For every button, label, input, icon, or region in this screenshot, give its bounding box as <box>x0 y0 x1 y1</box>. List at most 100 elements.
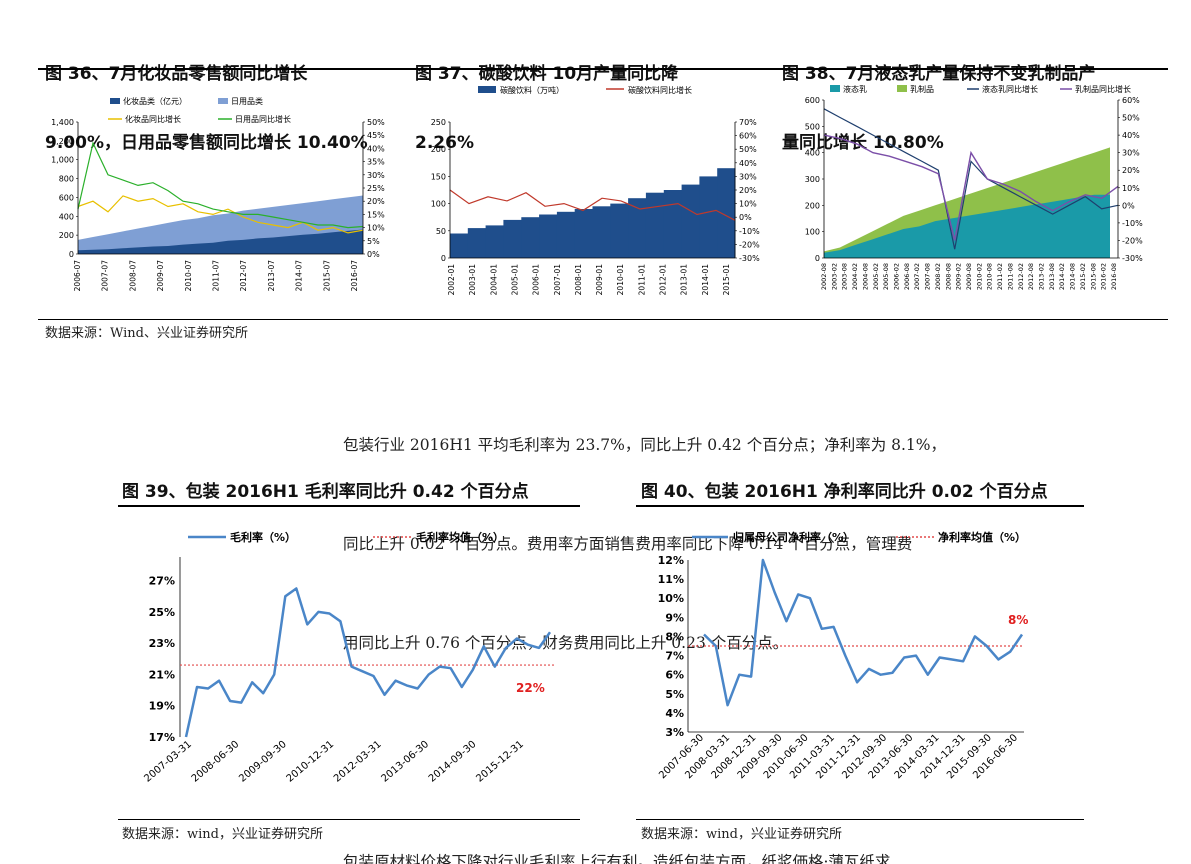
fig37-chart: 碳酸饮料（万吨） 碳酸饮料同比增长 0 50 100 150 200 250 -30% -20% -… <box>431 85 760 296</box>
fig37-bar-10 <box>628 198 647 258</box>
fig38-x-tick-27: 2016-02 <box>1100 263 1108 290</box>
fig39-y-tick-1: 19% <box>149 700 175 713</box>
fig38-right-tick-1: -20% <box>1122 236 1143 245</box>
fig40-legend-label-1: 净利率均值（%） <box>938 530 1026 544</box>
fig37-bar-15 <box>717 168 736 258</box>
fig38-right-tick-2: -10% <box>1122 219 1143 228</box>
fig40-y-tick-1: 4% <box>665 707 684 720</box>
fig36-right-tick-9: 45% <box>367 131 385 140</box>
fig36-legend-label-0: 化妆品类（亿元） <box>123 96 187 106</box>
fig37-left-tick-1: 50 <box>436 227 446 236</box>
fig37-bar-9 <box>610 203 629 258</box>
top-source-rule <box>38 319 1168 320</box>
fig36-x-tick-10: 2016-07 <box>350 260 359 292</box>
fig37-bar-5 <box>539 214 558 258</box>
fig36-right-tick-0: 0% <box>367 250 380 259</box>
fig37-bar-11 <box>645 192 665 258</box>
fig36-line-daily-growth <box>77 141 364 229</box>
fig36-left-tick-4: 800 <box>59 175 74 184</box>
fig39-legend-label-0: 毛利率（%） <box>230 530 296 544</box>
fig37-x-tick-6: 2008-01 <box>574 264 583 296</box>
fig38-x-tick-13: 2009-02 <box>955 263 963 290</box>
fig38-x-tick-7: 2006-02 <box>893 263 901 290</box>
fig38-right-tick-9: 60% <box>1122 96 1140 105</box>
fig37-left-tick-0: 0 <box>441 254 446 263</box>
fig36-left-tick-3: 600 <box>59 193 74 202</box>
fig37-bar-8 <box>592 206 611 258</box>
fig37-x-tick-10: 2012-01 <box>659 264 668 296</box>
fig36-left-tick-2: 400 <box>59 212 74 221</box>
fig38-x-tick-10: 2007-08 <box>924 263 932 290</box>
fig37-right-tick-0: -30% <box>739 254 760 263</box>
fig37-bar-7 <box>574 209 593 258</box>
fig38-x-tick-19: 2012-02 <box>1017 263 1025 290</box>
paragraph-line-1: 包装行业 2016H1 平均毛利率为 23.7%，同比上升 0.42 个百分点；… <box>343 436 947 454</box>
fig37-x-tick-11: 2013-01 <box>680 264 689 296</box>
fig40-y-tick-6: 9% <box>665 611 684 624</box>
fig38-x-tick-14: 2009-08 <box>965 263 973 290</box>
fig38-x-tick-9: 2007-02 <box>913 263 921 290</box>
fig38-right-tick-6: 30% <box>1122 149 1140 158</box>
fig36-legend-label-1: 日用品类 <box>231 96 263 106</box>
fig38-right-tick-8: 50% <box>1122 114 1140 123</box>
fig40-y-tick-0: 3% <box>665 726 684 739</box>
fig39-x-tick-2: 2009-09-30 <box>237 739 289 785</box>
fig38-left-tick-4: 400 <box>805 149 820 158</box>
fig38-x-tick-11: 2008-02 <box>934 263 942 290</box>
fig38-x-tick-18: 2011-08 <box>1006 263 1014 290</box>
fig37-x-tick-7: 2009-01 <box>595 264 604 296</box>
fig39-chart: 毛利率（%） 毛利率均值（%） 17% 19% 21% 23% 25% 27% 22% 2007-… <box>142 530 554 785</box>
fig36-right-tick-8: 40% <box>367 144 385 153</box>
fig36-legend-swatch-1 <box>218 98 228 104</box>
fig37-x-tick-3: 2005-01 <box>510 264 519 296</box>
fig37-title-line2: 2.26% <box>415 133 474 153</box>
fig40-y-tick-5: 8% <box>665 630 684 643</box>
fig36-x-tick-6: 2012-07 <box>239 260 248 292</box>
fig36-title-line2: 9.00%，日用品零售额同比增长 10.40% <box>45 133 368 153</box>
fig38-title-line2: 量同比增长 10.80% <box>782 133 944 153</box>
fig36-right-tick-6: 30% <box>367 171 385 180</box>
fig39-gross-margin-line <box>184 587 552 738</box>
fig40-source-rule <box>636 819 1084 820</box>
fig39-y-tick-5: 27% <box>149 575 175 588</box>
top-source: 数据来源：Wind、兴业证券研究所 <box>45 326 248 341</box>
fig39-x-tick-1: 2008-06-30 <box>190 739 242 785</box>
fig38-x-tick-3: 2004-02 <box>851 263 859 290</box>
fig38-x-tick-21: 2013-02 <box>1038 263 1046 290</box>
fig38-x-tick-8: 2006-08 <box>903 263 911 290</box>
fig36-left-tick-5: 1,000 <box>51 156 74 165</box>
fig36-x-tick-5: 2011-07 <box>212 260 221 292</box>
fig39-x-tick-5: 2013-06-30 <box>379 739 431 785</box>
fig38-x-tick-2: 2003-08 <box>841 263 849 290</box>
fig38-x-tick-4: 2004-08 <box>861 263 869 290</box>
fig37-bar-0 <box>450 233 469 258</box>
fig39-title-rule <box>118 505 580 507</box>
fig37-left-tick-5: 250 <box>431 118 446 127</box>
fig36-right-tick-4: 20% <box>367 197 385 206</box>
fig37-right-tick-4: 10% <box>739 200 757 209</box>
fig36-line-cosmetics-growth <box>77 195 364 234</box>
fig39-y-tick-2: 21% <box>149 668 175 681</box>
fig39-legend-label-1: 毛利率均值（%） <box>416 530 504 544</box>
fig37-x-tick-12: 2014-01 <box>701 264 710 296</box>
fig38-left-tick-3: 300 <box>805 175 820 184</box>
fig40-legend-label-0: 归属母公司净利率（%） <box>733 530 854 544</box>
fig38-left-tick-0: 0 <box>815 254 820 263</box>
fig38-line-dairy-growth <box>823 134 1119 241</box>
fig37-right-tick-5: 20% <box>739 186 757 195</box>
fig37-left-tick-4: 200 <box>431 145 446 154</box>
fig38-right-tick-7: 40% <box>1122 131 1140 140</box>
fig37-right-tick-2: -10% <box>739 227 760 236</box>
fig38-x-tick-17: 2011-02 <box>996 263 1004 290</box>
fig38-x-tick-15: 2010-02 <box>975 263 983 290</box>
fig36-x-tick-7: 2013-07 <box>267 260 276 292</box>
fig36-left-tick-7: 1,400 <box>51 118 74 127</box>
fig36-right-tick-10: 50% <box>367 118 385 127</box>
fig40-y-tick-3: 6% <box>665 669 684 682</box>
fig37-x-tick-9: 2011-01 <box>637 264 646 296</box>
fig40-net-margin-line <box>703 558 1024 707</box>
fig36-x-tick-1: 2007-07 <box>101 260 110 292</box>
fig38-legend-label-3: 乳制品同比增长 <box>1075 84 1131 94</box>
fig39-y-tick-0: 17% <box>149 731 175 744</box>
